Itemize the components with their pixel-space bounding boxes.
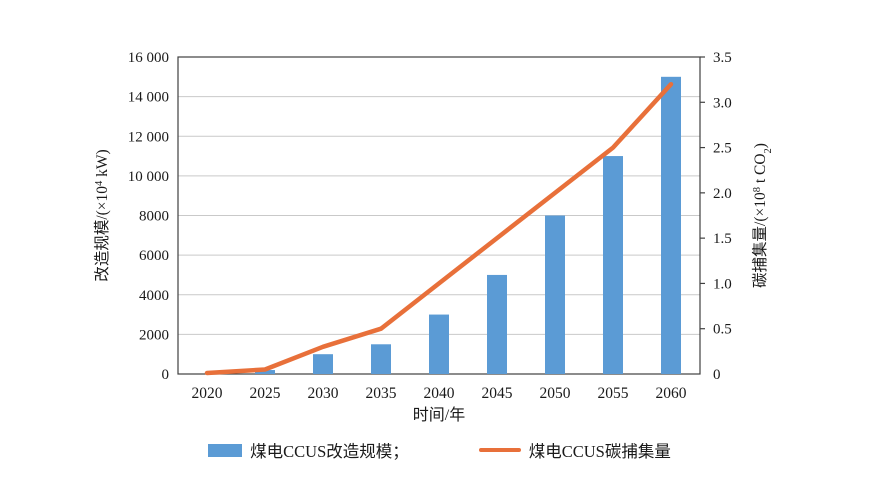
carbon-capture-line [204,81,674,376]
right-axis-tick: 2.0 [713,186,732,202]
legend-label-carbon-capture: 煤电CCUS碳捕集量 [528,442,671,461]
bar-2050 [545,215,565,374]
left-axis-title: 改造规模/(×104 kW) [93,149,111,281]
bar-2035 [371,344,391,374]
x-axis-tick: 2050 [540,385,571,402]
x-axis-tick: 2020 [192,385,223,402]
bar-2045 [487,274,507,374]
x-axis-title: 时间/年 [413,406,465,424]
right-axis-tick: 3.5 [713,50,732,66]
bar-2025 [255,370,275,374]
line-series-swatch [478,447,521,453]
x-axis-tick: 2045 [482,385,513,402]
x-axis-tick: 2035 [366,385,397,402]
bar-2040 [429,314,449,374]
right-axis-title: 碳捕集量/(×108 t CO2) [751,143,774,288]
chart-legend: 煤电CCUS改造规模； 煤电CCUS碳捕集量 [0,438,879,462]
right-axis-tick: 0.5 [713,322,732,338]
legend-label-retrofit-scale: 煤电CCUS改造规模； [250,442,409,461]
bar-2055 [603,156,623,374]
left-axis-tick: 12 000 [128,129,169,145]
x-axis-tick: 2025 [250,385,281,402]
right-axis-tick: 3.0 [713,95,732,111]
bar-2030 [313,354,333,374]
right-axis-tick: 1.5 [713,231,732,247]
left-axis-tick: 8000 [139,209,169,225]
x-axis-tick: 2040 [424,385,455,402]
legend-item-retrofit-scale: 煤电CCUS改造规模； [208,438,409,462]
legend-item-carbon-capture: 煤电CCUS碳捕集量 [478,438,671,462]
left-axis-tick: 16 000 [128,50,169,66]
x-axis-tick: 2060 [656,385,687,402]
x-axis-tick: 2055 [598,385,629,402]
right-axis-tick: 1.0 [713,276,732,292]
right-axis-tick: 0 [713,367,721,383]
left-axis-tick: 6000 [139,248,169,264]
x-axis-tick: 2030 [308,385,339,402]
left-axis-tick: 2000 [139,327,169,343]
left-axis-tick: 10 000 [128,169,169,185]
left-axis-tick: 0 [162,367,170,383]
left-axis-tick: 14 000 [128,90,169,106]
left-axis-tick: 4000 [139,288,169,304]
bar-series-swatch [208,443,243,457]
right-axis-tick: 2.5 [713,141,732,157]
bar-2060 [661,76,681,374]
